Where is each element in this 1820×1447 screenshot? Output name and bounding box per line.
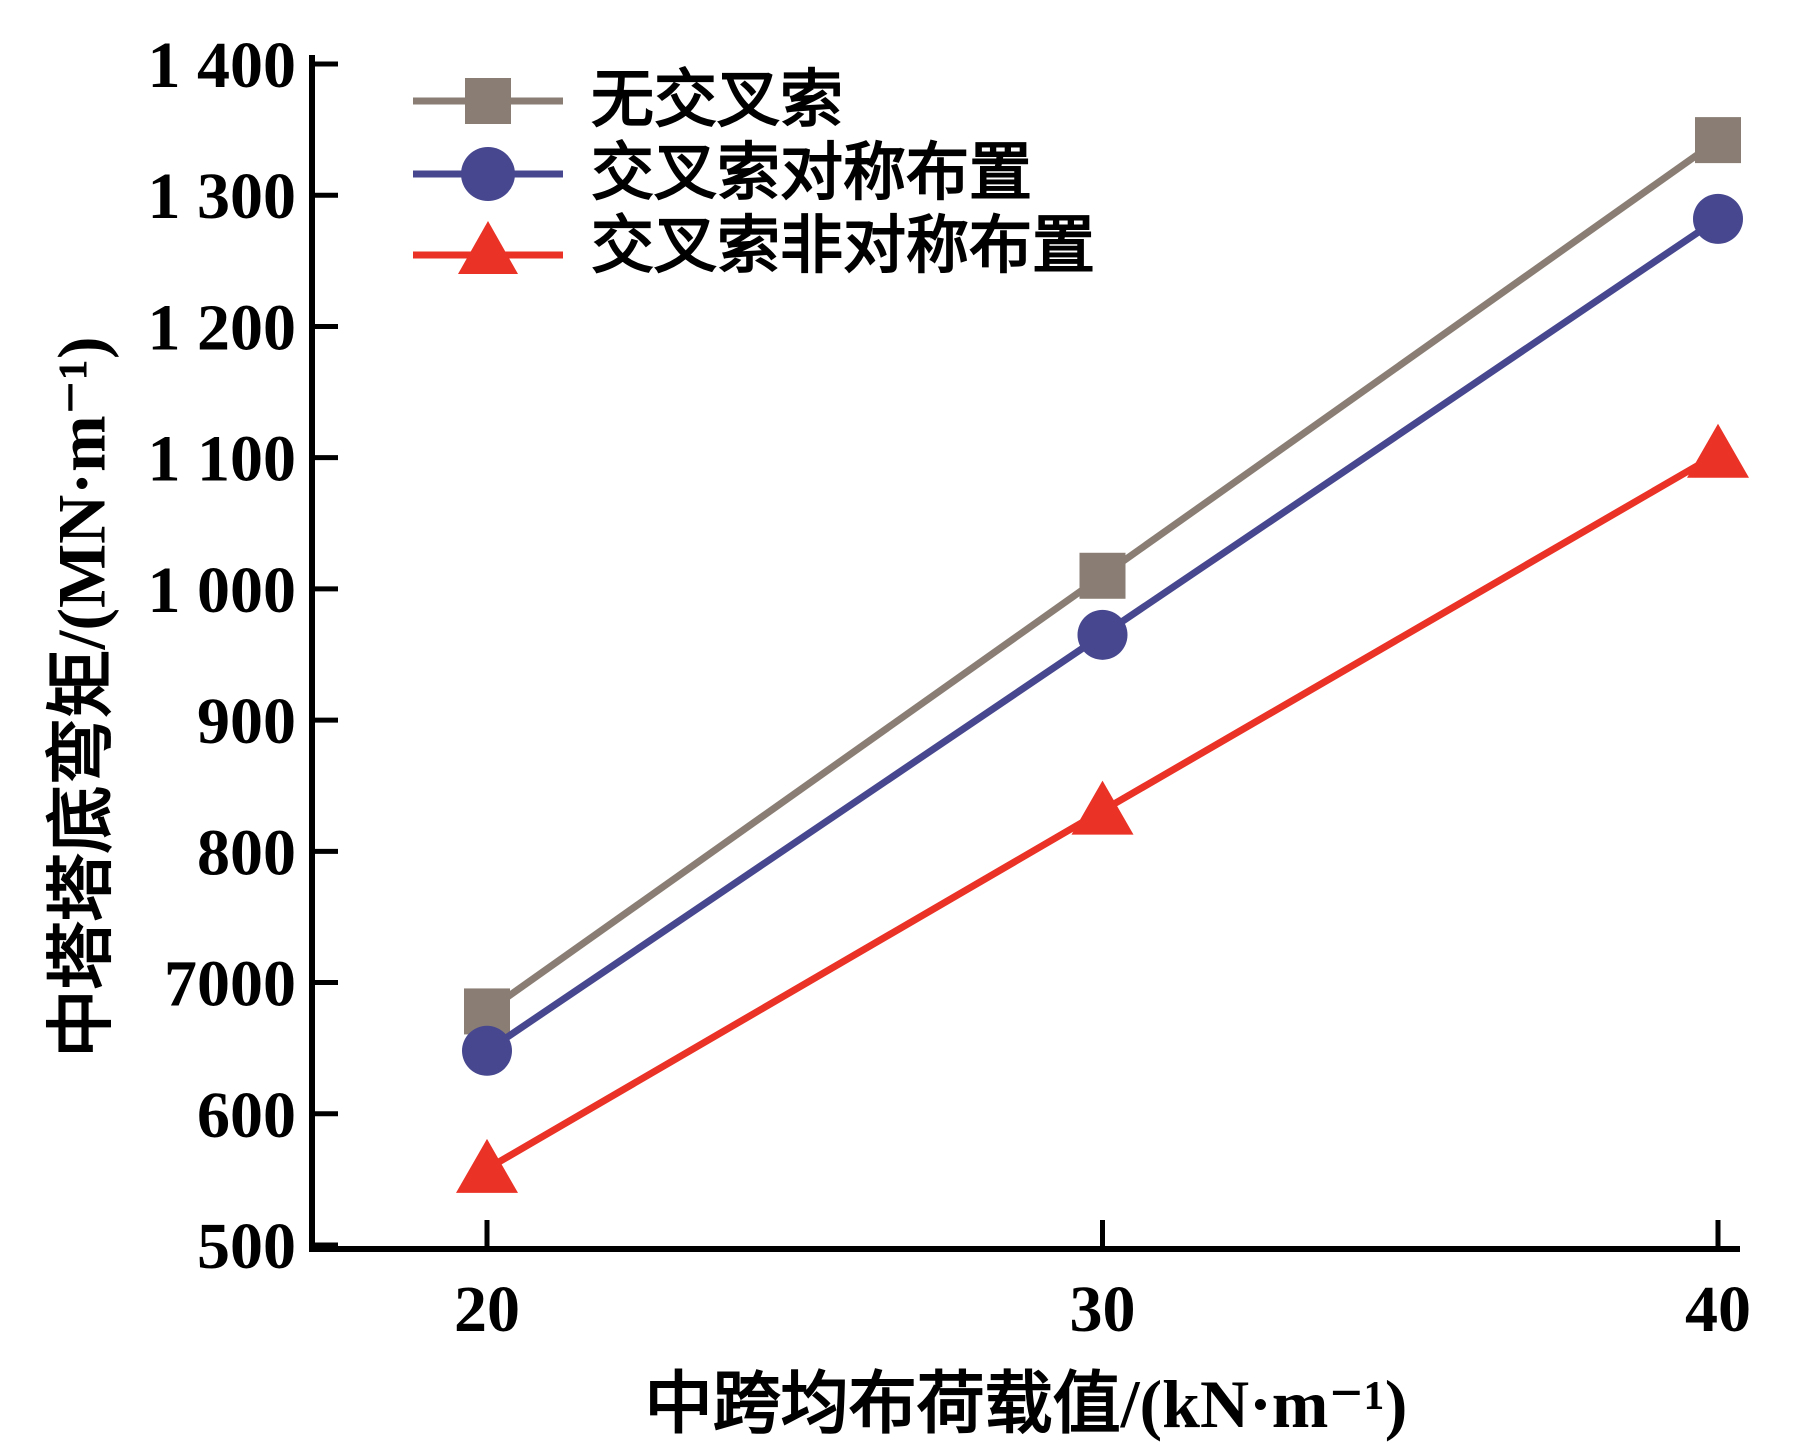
legend: 无交叉索 交叉索对称布置 交叉索非对称布置 <box>413 64 1095 283</box>
x-axis-title: 中跨均布荷载值/(kN·m⁻¹) <box>644 1366 1408 1442</box>
data-point-triangle <box>1071 780 1134 835</box>
y-tick-label: 900 <box>197 685 296 758</box>
y-tick-label: 1 100 <box>148 423 297 496</box>
legend-label: 无交叉索 <box>591 65 843 135</box>
data-point-triangle <box>1687 423 1749 478</box>
y-tick-label: 7000 <box>164 948 296 1021</box>
x-tick-label: 30 <box>1070 1273 1136 1346</box>
legend-item-asymmetric-cross-cable: 交叉索非对称布置 <box>413 210 1095 283</box>
data-point-circle <box>1693 193 1743 244</box>
x-tick-label: 20 <box>454 1273 520 1346</box>
legend-item-symmetric-cross-cable: 交叉索对称布置 <box>413 137 1095 210</box>
y-tick-label: 1 400 <box>148 29 297 102</box>
x-tick-label: 40 <box>1685 1273 1751 1346</box>
data-point-square <box>1695 117 1741 164</box>
data-point-triangle <box>456 1138 518 1193</box>
legend-item-no-cross-cable: 无交叉索 <box>413 64 1095 137</box>
data-point-square <box>1079 552 1126 599</box>
y-tick-label: 1 300 <box>148 160 297 233</box>
y-tick-label: 800 <box>197 816 296 889</box>
data-point-circle <box>1077 609 1128 660</box>
y-tick-label: 600 <box>197 1079 296 1152</box>
square-marker-icon <box>413 77 563 124</box>
triangle-marker-icon <box>413 220 563 274</box>
y-tick-label: 1 200 <box>148 291 297 364</box>
y-axis-title: 中塔塔底弯矩/(MN·m⁻¹) <box>43 336 120 1058</box>
legend-label: 交叉索对称布置 <box>591 138 1032 208</box>
legend-label: 交叉索非对称布置 <box>591 211 1095 281</box>
y-tick-label: 500 <box>197 1210 296 1283</box>
circle-marker-icon <box>413 146 563 201</box>
y-tick-label: 1 000 <box>148 554 297 627</box>
data-point-circle <box>462 1025 512 1076</box>
